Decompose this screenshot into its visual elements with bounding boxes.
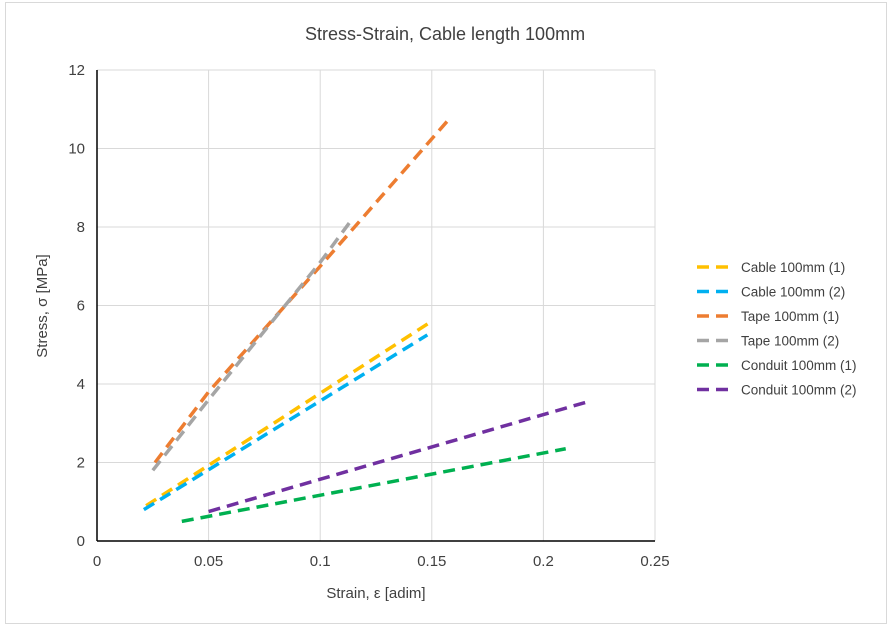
x-tick-label: 0.1 (310, 553, 331, 570)
legend-label-1: Cable 100mm (1) (741, 260, 845, 275)
y-tick-label: 10 (68, 141, 85, 158)
x-tick-label: 0.05 (194, 553, 223, 570)
series-line-4 (151, 222, 351, 472)
legend-label-2: Cable 100mm (2) (741, 285, 845, 300)
series-line-2 (142, 333, 429, 512)
series-line-3 (153, 119, 449, 464)
chart-title: Stress-Strain, Cable length 100mm (305, 24, 585, 44)
y-tick-label: 12 (68, 62, 85, 79)
y-tick-label: 6 (77, 298, 85, 315)
series-line-6 (208, 399, 589, 514)
y-tick-label: 0 (77, 533, 85, 550)
x-tick-label: 0.2 (533, 553, 554, 570)
legend-label-6: Conduit 100mm (2) (741, 383, 857, 398)
y-tick-label: 4 (77, 376, 85, 393)
legend-label-4: Tape 100mm (2) (741, 334, 839, 349)
x-tick-label: 0.15 (417, 553, 446, 570)
y-axis-label: Stress, σ [MPa] (34, 254, 51, 357)
x-tick-label: 0 (93, 553, 101, 570)
legend-label-5: Conduit 100mm (1) (741, 358, 857, 373)
y-tick-label: 8 (77, 219, 85, 236)
x-axis-label: Strain, ε [adim] (326, 585, 425, 602)
y-tick-label: 2 (77, 455, 85, 472)
x-tick-label: 0.25 (640, 553, 669, 570)
series-line-1 (145, 319, 433, 508)
legend-label-3: Tape 100mm (1) (741, 309, 839, 324)
chart-frame (5, 2, 887, 624)
series-line-5 (181, 447, 567, 524)
